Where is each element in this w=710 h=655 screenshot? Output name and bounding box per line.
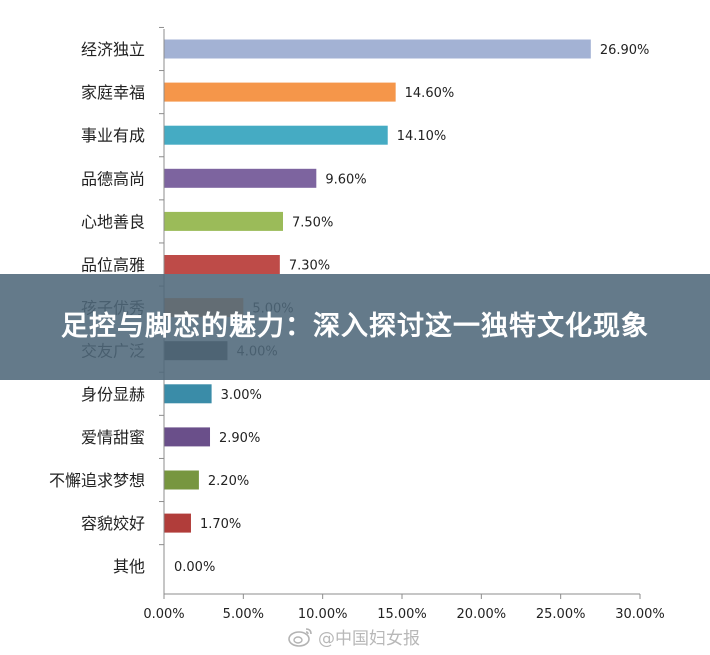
data-label: 3.00% [221, 388, 262, 403]
data-label: 7.50% [292, 215, 333, 230]
bar [164, 82, 396, 102]
x-axis: 0.00% 5.00% 10.00% 15.00% 20.00% 25.00% 30.00% [143, 26, 665, 622]
x-tick-label: 25.00% [536, 607, 586, 622]
category-label: 品位高雅 [81, 256, 145, 275]
bar [164, 39, 591, 59]
x-tick-label: 0.00% [143, 607, 184, 622]
title-banner: 足控与脚恋的魅力：深入探讨这一独特文化现象 [0, 274, 710, 380]
bars [164, 39, 591, 533]
category-label: 经济独立 [81, 40, 145, 59]
data-label: 1.70% [200, 517, 241, 532]
data-label: 7.30% [289, 259, 330, 274]
bar [164, 513, 191, 533]
data-label: 26.90% [600, 43, 650, 58]
data-label: 2.90% [219, 431, 260, 446]
x-tick-label: 5.00% [223, 607, 264, 622]
bar [164, 427, 211, 447]
data-label: 14.60% [405, 86, 455, 101]
data-label: 9.60% [325, 172, 366, 187]
weibo-icon [288, 627, 312, 647]
x-tick-label: 10.00% [298, 607, 348, 622]
page-title: 足控与脚恋的魅力：深入探讨这一独特文化现象 [61, 311, 649, 342]
watermark: @中国妇女报 [288, 624, 420, 649]
category-label: 容貌姣好 [81, 514, 145, 533]
x-tick-label: 30.00% [615, 607, 665, 622]
bar [164, 125, 388, 145]
data-label: 14.10% [397, 129, 447, 144]
category-label: 品德高尚 [81, 169, 145, 188]
category-label: 身份显赫 [81, 385, 145, 404]
category-label: 心地善良 [81, 212, 145, 231]
data-label: 2.20% [208, 474, 249, 489]
category-label: 事业有成 [81, 126, 145, 145]
data-labels: 26.90%14.60%14.10%9.60%7.50%7.30%5.00%4.… [174, 43, 649, 575]
data-label: 0.00% [174, 560, 215, 575]
bar [164, 470, 199, 490]
watermark-text: @中国妇女报 [318, 629, 420, 649]
x-tick-label: 15.00% [377, 607, 427, 622]
bar [164, 255, 280, 274]
bar [164, 211, 283, 231]
category-label: 不懈追求梦想 [49, 471, 145, 490]
category-label: 爱情甜蜜 [81, 428, 145, 447]
category-label: 其他 [113, 557, 145, 576]
bar [164, 384, 212, 404]
x-tick-label: 20.00% [457, 607, 507, 622]
category-label: 家庭幸福 [81, 83, 145, 102]
bar [164, 168, 317, 188]
